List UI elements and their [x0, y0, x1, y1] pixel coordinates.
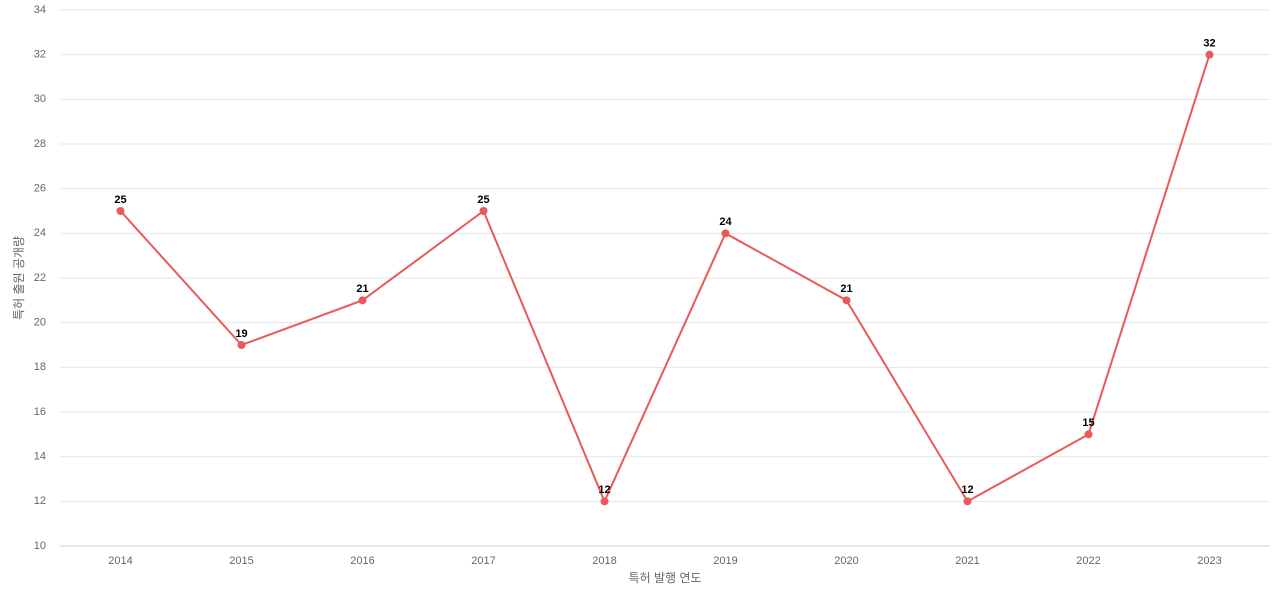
x-tick-label: 2018 — [592, 555, 616, 567]
data-label: 19 — [235, 328, 247, 340]
y-tick-label: 26 — [34, 183, 46, 195]
point — [721, 229, 730, 238]
point — [237, 341, 246, 349]
data-label: 21 — [356, 283, 368, 295]
line — [119, 54, 1211, 504]
x-tick-label: 2020 — [834, 555, 858, 567]
point — [358, 296, 367, 305]
y-tick-label: 32 — [34, 49, 46, 61]
x-tick-label: 2014 — [108, 555, 132, 567]
x-tick-label: 2017 — [471, 555, 495, 567]
data-label: 32 — [1203, 38, 1215, 50]
y-tick-label: 28 — [34, 138, 46, 150]
data-label: 21 — [840, 283, 852, 295]
point — [963, 497, 972, 506]
y-tick-label: 14 — [34, 451, 46, 463]
y-tick-label: 30 — [34, 93, 46, 105]
x-tick-label: 2015 — [229, 555, 253, 567]
y-tick-label: 20 — [34, 317, 46, 329]
y-tick-label: 24 — [34, 227, 46, 239]
x-tick-label: 2023 — [1197, 555, 1221, 567]
data-label: 12 — [961, 484, 973, 496]
y-tick-label: 10 — [34, 540, 46, 552]
data-label: 25 — [477, 194, 489, 206]
x-tick-label: 2016 — [350, 555, 374, 567]
data-label: 25 — [114, 194, 126, 206]
point — [479, 207, 488, 215]
y-tick-label: 16 — [34, 406, 46, 418]
y-tick-label: 34 — [34, 4, 46, 16]
point — [116, 207, 125, 215]
x-axis-title: 특허 발행 연도 — [629, 570, 702, 585]
point — [842, 296, 851, 305]
point — [1205, 50, 1214, 59]
x-tick-label: 2019 — [713, 555, 737, 567]
y-axis-title: 특허 출원 공개량 — [12, 236, 26, 320]
data-label: 12 — [598, 484, 610, 496]
x-tick-label: 2021 — [955, 555, 979, 567]
y-tick-label: 12 — [34, 495, 46, 507]
data-label: 24 — [719, 216, 732, 228]
x-tick-label: 2022 — [1076, 555, 1100, 567]
y-tick-label: 22 — [34, 272, 46, 284]
data-label: 15 — [1082, 417, 1094, 429]
point — [1084, 430, 1093, 439]
point — [600, 497, 609, 506]
y-tick-label: 18 — [34, 361, 46, 373]
